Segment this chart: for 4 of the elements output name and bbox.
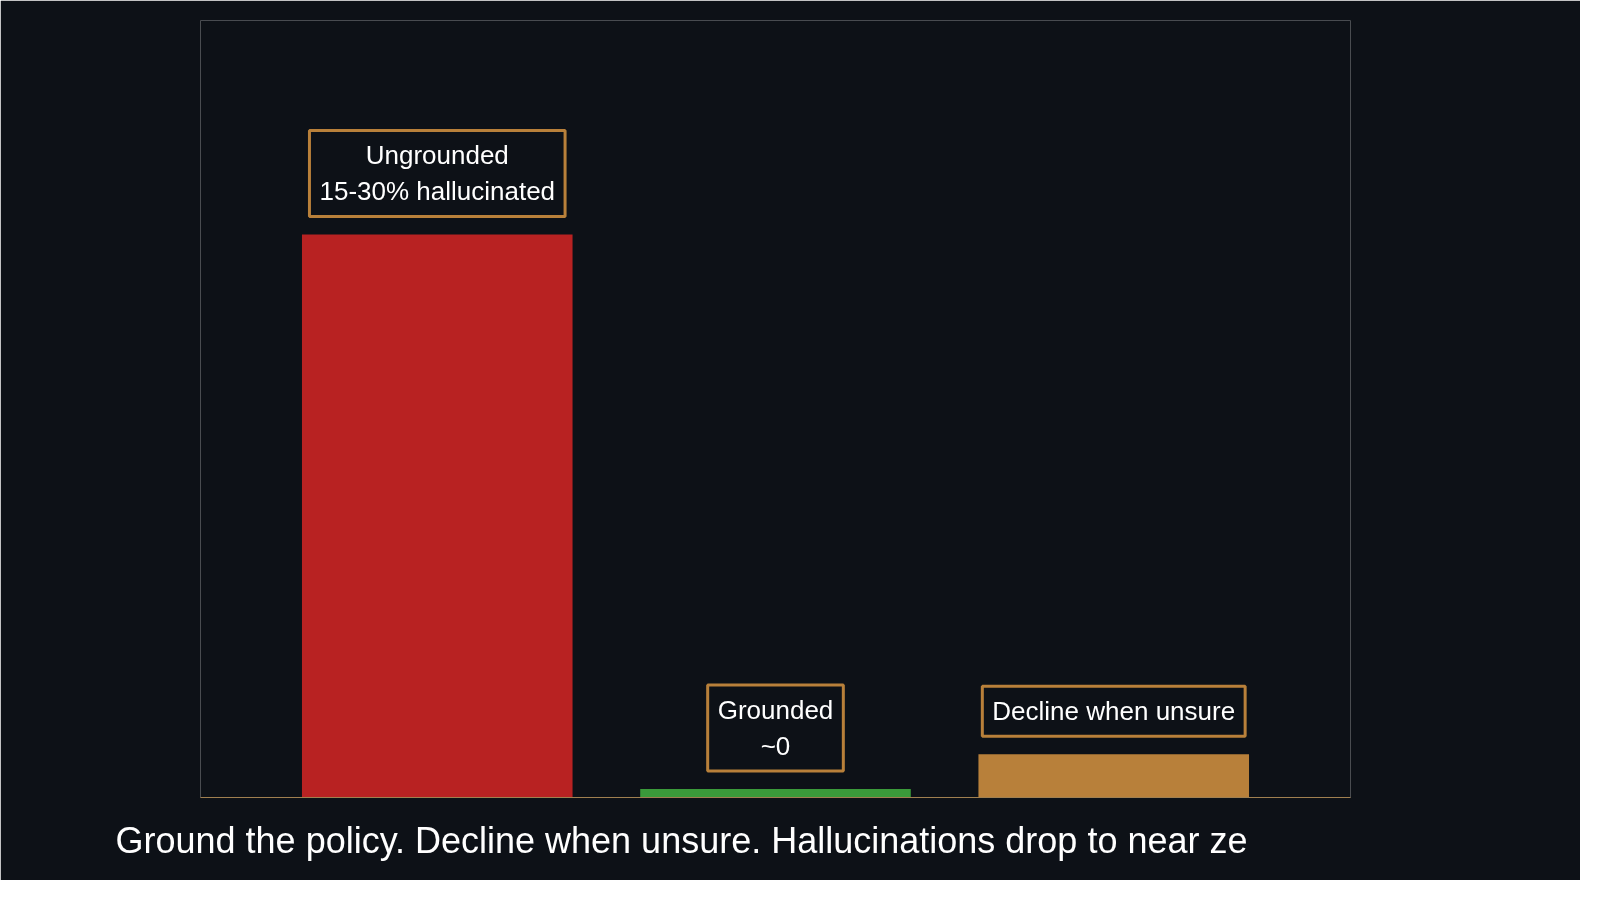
annotation: Grounded ~0 (717, 695, 834, 762)
annotation: Ungrounded 15-30% hallucinated (319, 140, 556, 207)
annotation: Decline when unsure (992, 696, 1236, 727)
text: Ground the policy. Decline when unsure. Hallucinations drop to near ze (115, 819, 1248, 861)
